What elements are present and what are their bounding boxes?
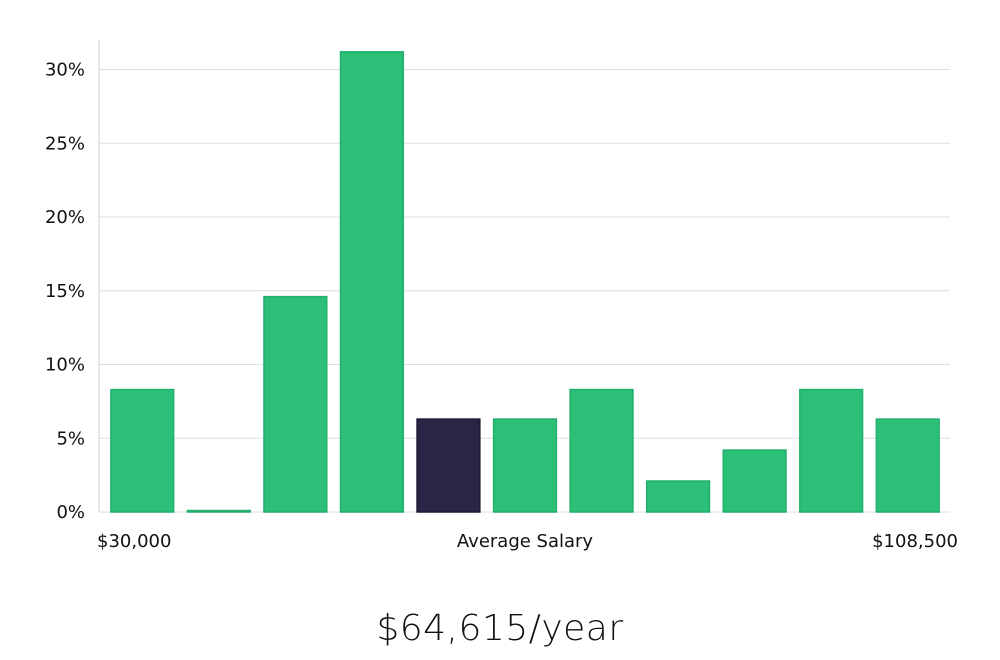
histogram-bar [186, 509, 251, 513]
histogram-bar [569, 388, 634, 513]
x-axis-caption: Average Salary [457, 531, 594, 552]
histogram-bar [645, 480, 711, 513]
histogram-bar [799, 388, 864, 513]
histogram-bar [110, 388, 175, 513]
grid-layer [99, 69, 950, 513]
histogram-bar [722, 449, 787, 513]
y-tick-label: 25% [45, 133, 85, 154]
y-tick-label: 15% [45, 281, 85, 302]
histogram-bar-average [416, 418, 481, 513]
y-tick-labels: 0% 5% 10% 15% 20% 25% 30% [45, 60, 85, 524]
y-tick-label: 20% [45, 207, 85, 228]
x-max-label: $108,500 [872, 531, 958, 552]
bars-layer [110, 51, 940, 513]
x-min-label: $30,000 [97, 531, 171, 552]
y-tick-label: 0% [56, 502, 85, 523]
histogram-svg: $30,000 Average Salary $108,500 0% 5% 10% 1… [45, 40, 958, 552]
histogram-bar [263, 295, 328, 513]
axis-layer: $30,000 Average Salary $108,500 [97, 40, 958, 552]
histogram-bar [339, 51, 405, 513]
y-tick-label: 30% [45, 60, 85, 81]
y-tick-label: 5% [56, 428, 85, 449]
salary-histogram: $30,000 Average Salary $108,500 0% 5% 10% 1… [45, 40, 958, 552]
y-tick-label: 10% [45, 355, 85, 376]
histogram-bar [492, 418, 558, 513]
histogram-bar [875, 418, 940, 513]
average-salary-value: $64,615/year [376, 608, 624, 649]
